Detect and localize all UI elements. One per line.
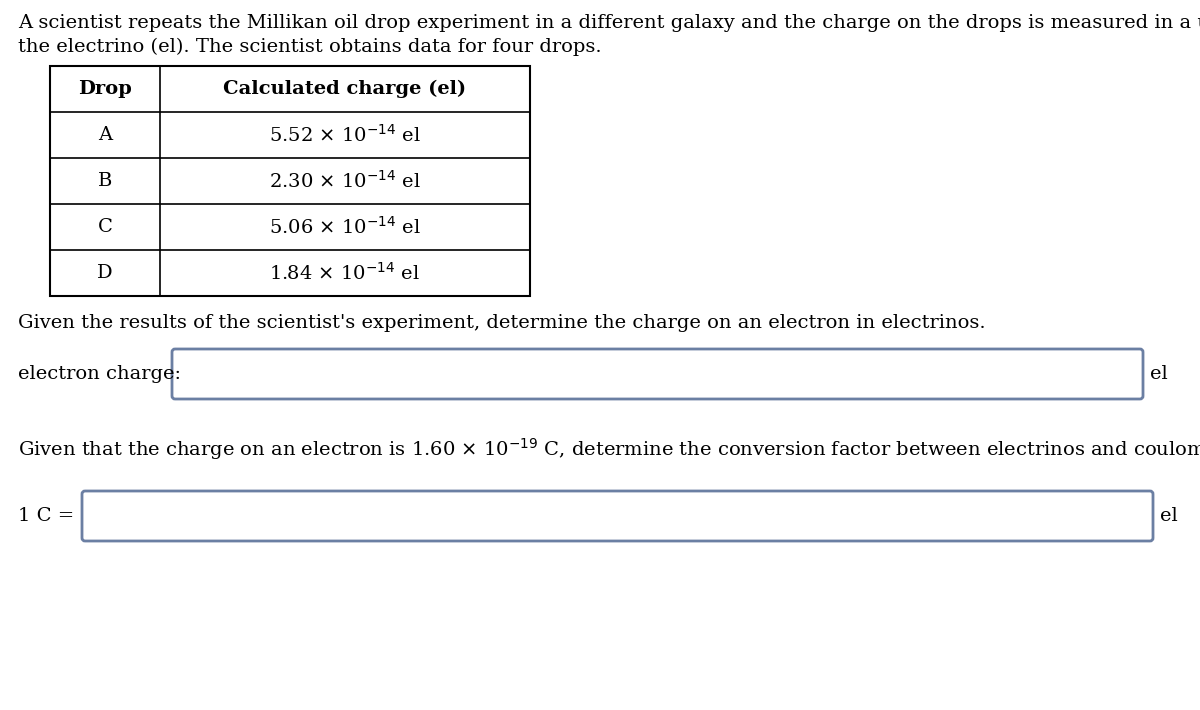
Text: A scientist repeats the Millikan oil drop experiment in a different galaxy and t: A scientist repeats the Millikan oil dro… [18,14,1200,32]
Text: 1 C =: 1 C = [18,507,74,525]
FancyBboxPatch shape [172,349,1142,399]
Text: D: D [97,264,113,282]
Text: A: A [98,126,112,144]
Bar [50,66,530,296]
Text: el: el [1160,507,1177,525]
Text: B: B [98,172,112,190]
Text: 5.52 $\times$ 10$^{-14}$ el: 5.52 $\times$ 10$^{-14}$ el [269,124,421,146]
FancyBboxPatch shape [82,491,1153,541]
Text: electron charge:: electron charge: [18,365,181,383]
Text: 5.06 $\times$ 10$^{-14}$ el: 5.06 $\times$ 10$^{-14}$ el [269,216,421,238]
Text: 2.30 $\times$ 10$^{-14}$ el: 2.30 $\times$ 10$^{-14}$ el [269,170,421,192]
Text: C: C [97,218,113,236]
Text: Calculated charge (el): Calculated charge (el) [223,80,467,98]
Text: Drop: Drop [78,80,132,98]
Text: el: el [1150,365,1168,383]
Text: 1.84 $\times$ 10$^{-14}$ el: 1.84 $\times$ 10$^{-14}$ el [270,262,420,284]
Text: Given that the charge on an electron is 1.60 $\times$ 10$^{-19}$ C, determine th: Given that the charge on an electron is … [18,436,1200,462]
Text: the electrino (el). The scientist obtains data for four drops.: the electrino (el). The scientist obtain… [18,38,601,56]
Text: Given the results of the scientist's experiment, determine the charge on an elec: Given the results of the scientist's exp… [18,314,985,332]
